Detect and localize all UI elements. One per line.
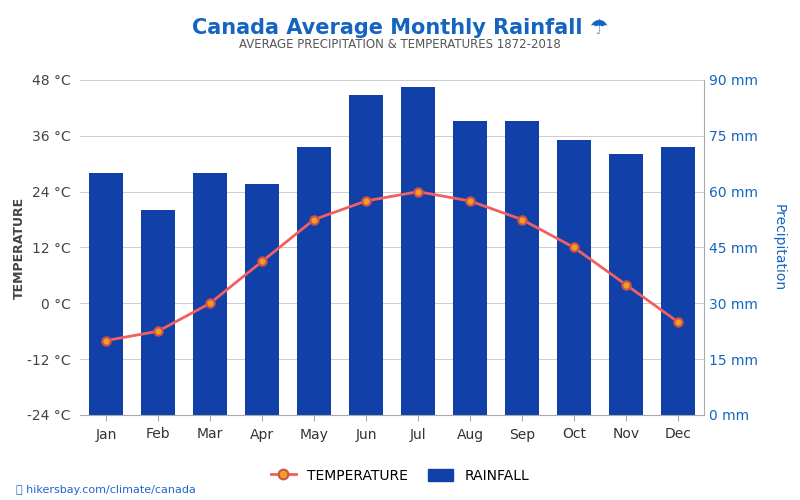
Bar — [245, 184, 279, 415]
Bar — [505, 121, 539, 415]
Text: AVERAGE PRECIPITATION & TEMPERATURES 1872-2018: AVERAGE PRECIPITATION & TEMPERATURES 187… — [239, 38, 561, 51]
Bar — [661, 147, 695, 415]
Bar — [297, 147, 331, 415]
Bar — [193, 173, 227, 415]
Bar — [349, 95, 383, 415]
Bar — [609, 154, 643, 415]
Bar — [453, 121, 487, 415]
Text: Canada Average Monthly Rainfall ☂: Canada Average Monthly Rainfall ☂ — [192, 18, 608, 38]
Bar — [557, 140, 591, 415]
Legend: TEMPERATURE, RAINFALL: TEMPERATURE, RAINFALL — [265, 463, 535, 488]
Bar — [141, 210, 175, 415]
Y-axis label: Precipitation: Precipitation — [772, 204, 786, 291]
Bar — [89, 173, 123, 415]
Text: 📍 hikersbay.com/climate/canada: 📍 hikersbay.com/climate/canada — [16, 485, 196, 495]
Y-axis label: TEMPERATURE: TEMPERATURE — [13, 196, 26, 298]
Bar — [401, 88, 435, 415]
